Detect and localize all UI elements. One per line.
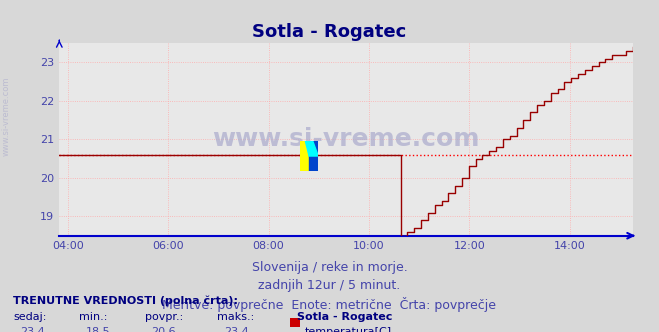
Text: min.:: min.: bbox=[79, 312, 107, 322]
Text: maks.:: maks.: bbox=[217, 312, 255, 322]
Text: TRENUTNE VREDNOSTI (polna črta):: TRENUTNE VREDNOSTI (polna črta): bbox=[13, 295, 238, 306]
Text: www.si-vreme.com: www.si-vreme.com bbox=[2, 76, 11, 156]
Text: 18,5: 18,5 bbox=[86, 327, 110, 332]
Bar bbox=[309, 141, 318, 171]
Text: Sotla - Rogatec: Sotla - Rogatec bbox=[252, 23, 407, 41]
Text: zadnjih 12ur / 5 minut.: zadnjih 12ur / 5 minut. bbox=[258, 279, 401, 292]
Text: sedaj:: sedaj: bbox=[13, 312, 47, 322]
Text: Slovenija / reke in morje.: Slovenija / reke in morje. bbox=[252, 261, 407, 274]
Text: temperatura[C]: temperatura[C] bbox=[304, 327, 391, 332]
Text: 23,4: 23,4 bbox=[224, 327, 249, 332]
Bar bbox=[300, 141, 309, 171]
Text: Sotla - Rogatec: Sotla - Rogatec bbox=[297, 312, 392, 322]
Text: povpr.:: povpr.: bbox=[145, 312, 183, 322]
Polygon shape bbox=[305, 141, 318, 156]
Text: 20,6: 20,6 bbox=[152, 327, 176, 332]
Text: Meritve: povprečne  Enote: metrične  Črta: povprečje: Meritve: povprečne Enote: metrične Črta:… bbox=[163, 297, 496, 312]
Text: www.si-vreme.com: www.si-vreme.com bbox=[212, 127, 480, 151]
Text: 23,4: 23,4 bbox=[20, 327, 45, 332]
